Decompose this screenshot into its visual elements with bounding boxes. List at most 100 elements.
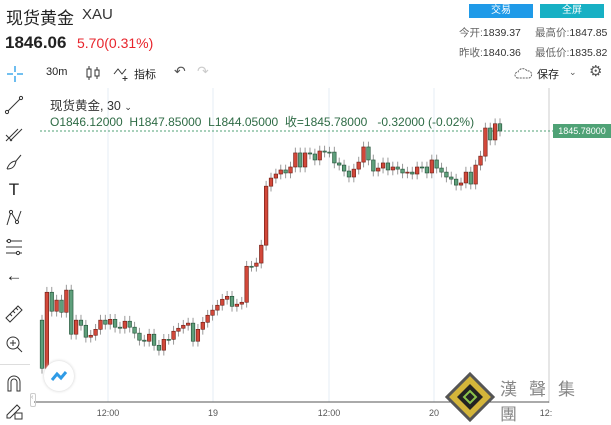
candle [473, 164, 478, 185]
trade-button[interactable]: 交易 [469, 4, 533, 18]
series-legend[interactable]: 现货黄金, 30 ⌄ [50, 99, 132, 113]
lock-drawings-icon[interactable] [4, 400, 24, 420]
candle [127, 320, 132, 328]
candle [458, 182, 464, 186]
chevron-down-icon[interactable]: ⌄ [569, 67, 577, 77]
candle [268, 177, 274, 187]
zoom-in-icon[interactable] [4, 334, 24, 354]
candle [283, 169, 288, 174]
candle [390, 166, 395, 171]
candle [322, 150, 327, 153]
candle [483, 127, 488, 157]
candle [44, 291, 49, 369]
save-button[interactable]: 保存 [537, 69, 559, 81]
last-price: 1846.06 [5, 33, 67, 52]
time-label: 12: [539, 408, 553, 418]
gear-icon[interactable]: ⚙ [589, 63, 603, 80]
trend-line-icon[interactable] [4, 95, 24, 115]
candle [385, 162, 391, 171]
candle [59, 299, 64, 313]
candle [64, 289, 69, 313]
candle [488, 127, 493, 141]
candle [78, 319, 84, 326]
collapse-toolbar-handle[interactable]: ‹ [30, 393, 36, 407]
magnet-icon[interactable] [4, 373, 24, 393]
candle [327, 151, 332, 154]
candle [215, 304, 220, 311]
candle [93, 329, 98, 336]
time-label: 12:00 [96, 408, 120, 418]
candle [147, 333, 152, 342]
stat-prev-close: 昨收:1840.36 [459, 47, 521, 59]
candle [395, 166, 400, 170]
candle [307, 152, 313, 155]
text-tool-icon[interactable]: T [8, 180, 20, 199]
candle [161, 339, 166, 351]
candle [234, 303, 239, 307]
candle [273, 173, 278, 179]
indicators-icon[interactable] [113, 65, 131, 81]
candle-type-icon[interactable] [85, 65, 101, 81]
time-label: 12:00 [317, 408, 341, 418]
redo-icon[interactable]: ↷ [197, 63, 209, 79]
candle [156, 344, 162, 351]
brush-icon[interactable] [4, 152, 24, 172]
candle [205, 314, 210, 323]
candle [366, 146, 371, 161]
candle [122, 320, 127, 329]
candle [88, 334, 93, 338]
stat-high: 最高价:1847.85 [535, 27, 608, 39]
candle [210, 309, 215, 316]
candle [454, 178, 459, 186]
candle [229, 295, 235, 307]
candle [312, 153, 317, 161]
candle [176, 327, 181, 332]
candle [415, 166, 420, 175]
candle [429, 159, 434, 174]
candle [254, 262, 259, 267]
ruler-icon[interactable] [4, 304, 24, 324]
candle [497, 123, 503, 132]
candle [468, 171, 473, 185]
candle [112, 318, 118, 328]
candle [264, 185, 269, 246]
candle [259, 244, 264, 264]
candle [380, 162, 386, 169]
candle [356, 161, 361, 170]
candle [493, 123, 498, 141]
cloud-icon[interactable] [514, 67, 534, 79]
candle [346, 170, 352, 178]
candle [137, 332, 142, 341]
candle [200, 321, 205, 330]
candle [195, 329, 201, 342]
fib-icon[interactable] [4, 237, 24, 257]
candle [337, 162, 342, 166]
candle [317, 150, 322, 161]
pitchfork-icon[interactable] [4, 123, 24, 143]
indicators-button[interactable]: 指标 [134, 69, 156, 81]
crosshair-icon[interactable] [6, 65, 24, 83]
candle [371, 159, 376, 172]
candle [186, 322, 191, 326]
fullscreen-button[interactable]: 全屏 [540, 4, 604, 18]
arrow-left-icon[interactable]: ← [5, 266, 23, 285]
undo-icon[interactable]: ↶ [174, 63, 186, 79]
candle [303, 152, 308, 168]
ohlc-legend: O1846.12000 H1847.85000 L1844.05000 收=18… [50, 115, 475, 129]
tradingview-logo[interactable] [44, 361, 74, 391]
stat-open: 今开:1839.37 [459, 27, 521, 39]
candle [98, 319, 103, 330]
candle [332, 151, 337, 164]
pattern-icon[interactable] [4, 208, 24, 228]
candle [478, 155, 483, 166]
candle [239, 301, 244, 305]
top-toolbar: 30m 指标 ↶ ↷ 保存 ⌄ ⚙ [0, 60, 611, 86]
toolbar-divider [0, 364, 30, 365]
candle [424, 166, 430, 174]
candle [132, 326, 137, 334]
candle [83, 324, 88, 338]
instrument-symbol: XAU [82, 6, 113, 23]
interval-button[interactable]: 30m [46, 66, 68, 78]
candle [288, 166, 293, 174]
